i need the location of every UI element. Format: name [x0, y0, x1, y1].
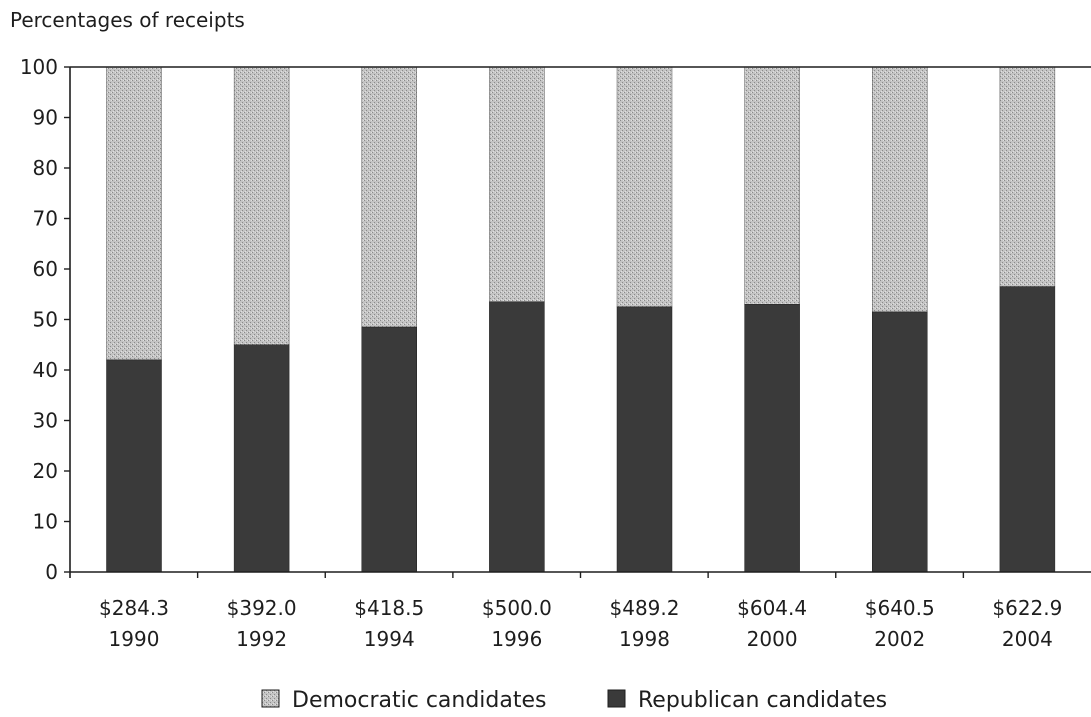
- bar-democratic-1998: [616, 66, 673, 308]
- legend-swatch-republican: [607, 689, 626, 708]
- y-tick-labels: 0 10 20 30 40 50 60 70 80 90 100: [20, 55, 58, 584]
- y-tick-label: 70: [33, 207, 58, 231]
- x-tick-label-year: 1990: [109, 627, 160, 651]
- x-tick-label-year: 1996: [491, 627, 542, 651]
- bar-democratic-1992: [233, 66, 290, 345]
- x-tick-label-amount: $284.3: [99, 596, 169, 620]
- x-tick-label-year: 2004: [1002, 627, 1053, 651]
- bar-democratic-2004: [999, 66, 1056, 287]
- bar-democratic-1996: [489, 66, 545, 303]
- x-tick-label-amount: $604.4: [737, 596, 807, 620]
- bars-layer: [106, 66, 1056, 573]
- y-tick-label: 20: [33, 459, 58, 483]
- bar-democratic-2002: [872, 66, 928, 313]
- legend-label-democratic: Democratic candidates: [292, 688, 546, 713]
- y-tick-label: 100: [20, 55, 58, 79]
- bar-democratic-2000: [744, 66, 800, 305]
- x-tick-label-year: 2000: [747, 627, 798, 651]
- y-tick-label: 0: [45, 560, 58, 584]
- y-tick-label: 10: [33, 510, 58, 534]
- bar-republican-2000: [744, 304, 800, 573]
- x-tick-label-year: 1994: [364, 627, 415, 651]
- legend-swatch-democratic: [261, 689, 280, 708]
- legend-label-republican: Republican candidates: [638, 688, 887, 713]
- y-axis-title: Percentages of receipts: [10, 8, 245, 32]
- bar-republican-2002: [872, 311, 928, 573]
- x-tick-label-amount: $500.0: [482, 596, 552, 620]
- x-tick-label-year: 1992: [236, 627, 287, 651]
- x-tick-label-amount: $489.2: [610, 596, 680, 620]
- x-tick-label-year: 1998: [619, 627, 670, 651]
- bar-republican-1998: [616, 306, 673, 573]
- y-tick-label: 30: [33, 409, 58, 433]
- bar-democratic-1990: [106, 66, 162, 361]
- bar-republican-1994: [361, 326, 417, 573]
- y-tick-label: 60: [33, 257, 58, 281]
- x-tick-labels: $284.3 1990 $392.0 1992 $418.5 1994 $500.0 1996…: [99, 596, 1062, 651]
- bar-republican-1992: [233, 344, 290, 573]
- bar-democratic-1994: [361, 66, 417, 328]
- y-tick-label: 90: [33, 106, 58, 130]
- bar-republican-1996: [489, 301, 545, 573]
- y-tick-label: 50: [33, 308, 58, 332]
- x-tick-label-amount: $622.9: [992, 596, 1062, 620]
- bar-republican-1990: [106, 359, 162, 573]
- y-tick-label: 40: [33, 358, 58, 382]
- x-tick-label-year: 2002: [874, 627, 925, 651]
- x-tick-label-amount: $640.5: [865, 596, 935, 620]
- legend: Democratic candidates Republican candidat…: [261, 688, 887, 713]
- axes-layer: [64, 66, 1091, 578]
- x-tick-label-amount: $392.0: [227, 596, 297, 620]
- x-tick-label-amount: $418.5: [354, 596, 424, 620]
- bar-republican-2004: [999, 286, 1056, 573]
- y-tick-label: 80: [33, 156, 58, 180]
